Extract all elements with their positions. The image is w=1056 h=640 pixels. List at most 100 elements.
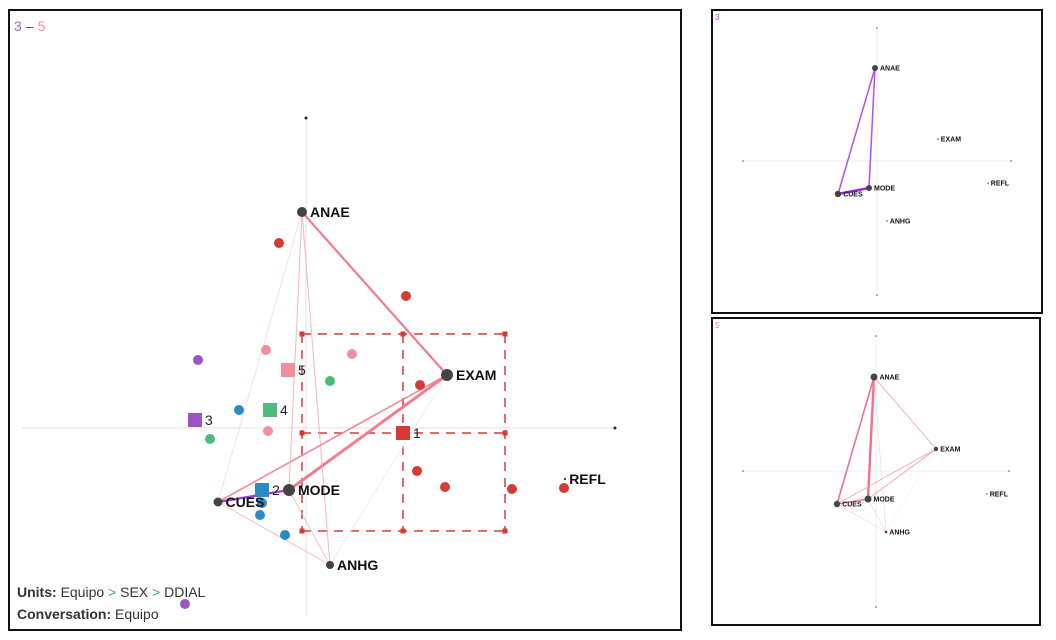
edge-anae-cues	[217, 211, 303, 503]
group-mean-label: 1	[413, 425, 421, 441]
edge-mode-anhg	[288, 489, 331, 566]
node-anae	[297, 207, 307, 217]
edge-exam-cues	[217, 374, 448, 503]
node-label-cues: CUES	[226, 494, 265, 510]
node-mode	[866, 185, 872, 191]
group-3-label: 3	[14, 18, 22, 34]
main-panel-frame	[8, 9, 682, 631]
confidence-interval-marker	[299, 331, 305, 337]
edge-anae-anhg	[301, 211, 331, 566]
node-label-exam: EXAM	[941, 137, 961, 144]
confidence-interval-marker	[502, 331, 508, 337]
unit-point	[180, 599, 190, 609]
edge-exam-cues	[836, 448, 937, 505]
unit-point	[263, 426, 273, 436]
edge-anae-cues	[836, 376, 875, 505]
edge-exam-anhg	[329, 374, 448, 566]
units-level-2: SEX	[120, 584, 149, 600]
confidence-interval-marker	[299, 528, 305, 534]
unit-point	[193, 355, 203, 365]
unit-point	[440, 482, 450, 492]
node-cues	[213, 497, 223, 507]
node-label-refl: REFL	[991, 181, 1010, 188]
node-cues	[833, 500, 841, 508]
bottom-network: ANAE EXAM MODE CUES ANHG REFL	[742, 335, 1010, 608]
conversation-line: Conversation: Equipo	[17, 606, 159, 622]
unit-point	[274, 238, 284, 248]
top-network: ANAE EXAM MODE CUES ANHG REFL	[742, 27, 1012, 296]
group-mean-square	[396, 426, 410, 440]
edge-exam-mode	[867, 448, 937, 500]
units-line: Units: Equipo > SEX > DDIAL	[17, 584, 205, 600]
confidence-interval-marker	[400, 528, 406, 534]
group-mean-square	[255, 483, 269, 497]
group-mean-square	[263, 403, 277, 417]
axis-end-dot	[1008, 470, 1010, 472]
unit-point	[205, 434, 215, 444]
axis-end-dot	[875, 606, 877, 608]
unit-point	[507, 484, 517, 494]
node-label-cues: CUES	[843, 192, 863, 199]
node-label-anhg: ANHG	[890, 219, 911, 226]
edge-cues-mode	[836, 498, 869, 505]
edge-anae-exam	[301, 211, 448, 376]
units-level-1: Equipo	[60, 584, 105, 600]
edge-anae-mode	[868, 67, 876, 189]
unit-point	[325, 376, 335, 386]
conversation-value: Equipo	[115, 606, 159, 622]
node-label-exam: EXAM	[456, 367, 496, 383]
top-panel-title: 3	[715, 13, 720, 22]
node-exam	[441, 369, 453, 381]
node-label-anae: ANAE	[880, 66, 900, 73]
group-mean-label: 4	[280, 402, 288, 418]
confidence-interval-marker	[502, 430, 508, 436]
unit-point	[280, 530, 290, 540]
group-mean-label: 2	[272, 482, 280, 498]
node-label-anhg: ANHG	[889, 530, 910, 537]
units-separator: >	[152, 584, 161, 600]
node-cues	[834, 190, 842, 198]
edge-cues-anhg	[836, 503, 887, 533]
axis-end-dot	[742, 160, 744, 162]
confidence-interval-marker	[502, 528, 508, 534]
group-mean-square	[188, 413, 202, 427]
axis-end-dot	[613, 426, 617, 430]
units-level-3: DDIAL	[164, 584, 206, 600]
edge-cues-mode	[837, 186, 870, 196]
confidence-interval-marker	[400, 331, 406, 337]
axis-end-dot	[875, 335, 877, 337]
unit-point	[559, 483, 569, 493]
axis-end-dot	[876, 294, 878, 296]
node-label-anae: ANAE	[310, 204, 350, 220]
edge-cues-anhg	[217, 501, 331, 566]
node-exam	[937, 138, 939, 140]
main-network: 1 2 3 4 5 ANAE EXAM MODE CUES ANHG REFL	[22, 116, 617, 615]
node-anhg	[884, 530, 888, 534]
node-refl	[986, 493, 988, 495]
node-label-anhg: ANHG	[337, 557, 378, 573]
edge-anae-anhg	[873, 376, 887, 533]
node-label-anae: ANAE	[880, 375, 900, 382]
group-5-label: 5	[38, 18, 46, 34]
edge-anae-mode	[288, 211, 303, 491]
unit-point	[261, 345, 271, 355]
edge-cues-mode	[217, 488, 290, 504]
edge-mode-anhg	[867, 498, 887, 533]
node-mode	[283, 484, 295, 496]
units-separator: >	[108, 584, 117, 600]
axis-end-dot	[304, 116, 308, 120]
bottom-panel-title: 5	[715, 321, 720, 330]
unit-point	[415, 380, 425, 390]
node-refl	[563, 477, 567, 481]
unit-point	[401, 291, 411, 301]
axis-end-dot	[742, 470, 744, 472]
node-label-cues: CUES	[842, 502, 862, 509]
node-refl	[987, 182, 989, 184]
main-title: 3–5	[14, 18, 46, 34]
edge-exam-anhg	[885, 448, 937, 533]
group-mean-label: 5	[298, 362, 306, 378]
unit-point	[234, 405, 244, 415]
conversation-label: Conversation:	[17, 606, 112, 622]
group-mean-label: 3	[205, 412, 213, 428]
